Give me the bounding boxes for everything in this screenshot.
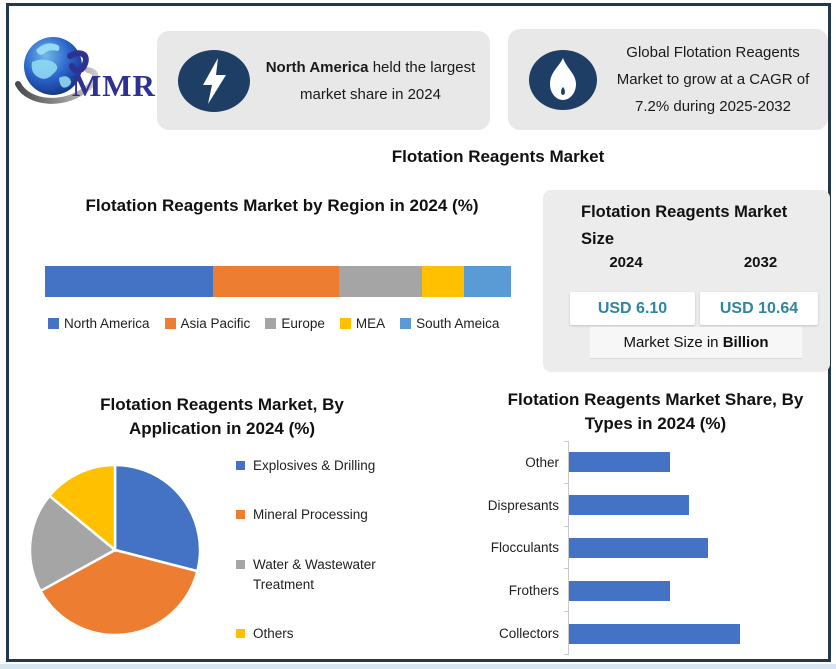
bar-other	[569, 452, 670, 473]
bar-segment-asia-pacific	[212, 266, 339, 297]
bar-track	[568, 526, 830, 570]
axis-tick	[564, 482, 569, 484]
bar-dispresants	[569, 495, 689, 516]
callout-1-text: North America held the largest market sh…	[251, 54, 490, 108]
callout-1-rest: held the largest market share in 2024	[300, 58, 476, 103]
category-label: Dispresants	[487, 497, 559, 513]
legend-label: North America	[64, 316, 150, 331]
application-chart-title: Flotation Reagents Market, By Applicatio…	[100, 395, 344, 438]
axis-tick	[564, 441, 569, 442]
legend-item-explosives-drilling: Explosives & Drilling	[236, 456, 464, 476]
legend-label: Mineral Processing	[253, 507, 368, 523]
category-label: Frothers	[508, 583, 559, 599]
axis-tick	[564, 611, 569, 613]
year-2032-label: 2032	[743, 254, 778, 271]
legend-item-europe: Europe	[265, 316, 325, 331]
axis-tick	[564, 525, 569, 527]
application-legend: Explosives & Drilling Mineral Processing W…	[236, 456, 464, 644]
pie-slice-mineral-processing	[38, 548, 199, 637]
bar-segment-mea	[422, 266, 465, 297]
market-size-footnote: Market Size in Billion	[590, 327, 802, 359]
bar-track	[568, 483, 830, 527]
bottom-strip	[0, 664, 836, 669]
market-size-value-2032: USD 10.64	[700, 292, 818, 325]
bar-row-dispresants: Dispresants	[482, 483, 830, 527]
region-stacked-bar	[45, 266, 511, 297]
pie-slice-explosives-drilling	[113, 463, 202, 573]
legend-marker	[339, 318, 351, 329]
bar-row-collectors: Collectors	[482, 612, 830, 655]
legend-label: Asia Pacific	[180, 316, 251, 331]
legend-item-mea: MEA	[339, 316, 386, 331]
bar-frothers	[569, 580, 670, 601]
legend-label: Others	[253, 626, 294, 641]
types-chart-title: Flotation Reagents Market Share, By Type…	[507, 390, 804, 433]
legend-label: MEA	[355, 316, 386, 331]
legend-marker	[164, 318, 176, 329]
bar-row-frothers: Frothers	[482, 569, 830, 613]
pie-slice-water-wastewater-treatment	[28, 494, 118, 593]
legend-label: Water & Wastewater Treatment	[253, 556, 376, 592]
legend-item-others: Others	[236, 624, 464, 644]
legend-label: South Ameica	[416, 316, 500, 331]
legend-label: Europe	[281, 316, 325, 331]
legend-item-water-wastewater-treatment: Water & Wastewater Treatment	[236, 555, 464, 596]
year-2024-label: 2024	[609, 254, 643, 271]
axis-tick	[564, 654, 569, 655]
legend-item-south-ameica: South Ameica	[400, 316, 499, 331]
legend-marker	[48, 318, 59, 329]
bar-track	[568, 569, 830, 613]
legend-label: Explosives & Drilling	[253, 458, 376, 473]
bar-track	[568, 441, 830, 484]
pie-slice-others	[47, 463, 117, 553]
region-chart-title: Flotation Reagents Market by Region in 2…	[85, 196, 479, 215]
callout-cagr: Global Flotation Reagents Market to grow…	[508, 29, 828, 130]
callout-1-bold: North America	[265, 58, 369, 76]
bar-row-flocculants: Flocculants	[482, 526, 830, 570]
logo-text: MMR	[72, 68, 156, 103]
legend-item-mineral-processing: Mineral Processing	[236, 505, 464, 525]
legend-item-asia-pacific: Asia Pacific	[164, 316, 251, 331]
legend-marker	[265, 318, 277, 329]
legend-marker	[400, 318, 412, 329]
globe-swoosh-icon	[15, 37, 99, 104]
callout-2-text: Global Flotation Reagents Market to grow…	[616, 44, 810, 115]
legend-marker	[236, 559, 245, 569]
axis-tick	[564, 568, 569, 570]
bar-segment-north-america	[45, 266, 213, 297]
footnote-bold: Billion	[722, 334, 769, 351]
region-legend: North America Asia Pacific Europe MEA South …	[48, 316, 523, 331]
bar-flocculants	[569, 537, 708, 558]
bar-segment-europe	[338, 266, 423, 297]
legend-marker	[236, 461, 245, 470]
category-label: Other	[525, 454, 559, 470]
legend-marker	[236, 629, 245, 638]
bar-row-other: Other	[482, 441, 830, 484]
application-pie-chart	[28, 463, 202, 637]
legend-item-north-america: North America	[48, 316, 150, 331]
flame-icon	[529, 49, 597, 110]
bar-segment-south-ameica	[464, 266, 511, 297]
types-bar-chart: Other Dispresants Flocculants Frothers Colle…	[482, 441, 830, 655]
lightning-icon	[178, 49, 250, 112]
callout-north-america: North America held the largest market sh…	[157, 31, 490, 130]
category-label: Flocculants	[490, 540, 559, 556]
legend-marker	[236, 510, 245, 520]
market-size-value-2024: USD 6.10	[570, 292, 695, 325]
bar-track	[568, 612, 830, 655]
mmr-logo: MMR	[14, 28, 156, 120]
bar-collectors	[569, 623, 740, 644]
category-label: Collectors	[498, 626, 559, 642]
page-title: Flotation Reagents Market	[391, 147, 605, 166]
market-size-title: Flotation Reagents Market Size	[581, 203, 788, 249]
market-size-card: Flotation Reagents Market Size 2024 2032…	[543, 190, 830, 372]
footnote-prefix: Market Size in	[623, 334, 719, 351]
